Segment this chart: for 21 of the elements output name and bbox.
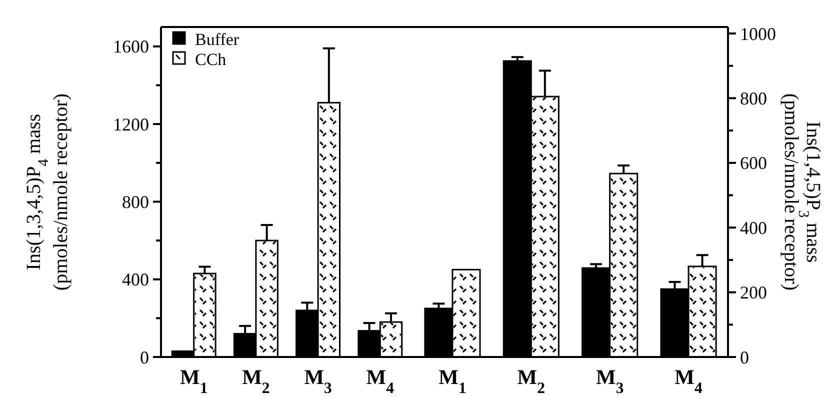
x-tick-label: M$_{4}$ — [366, 365, 394, 396]
x-tick-label: M$_{2}$ — [517, 365, 546, 396]
x-tick-label: M$_{3}$ — [596, 365, 624, 396]
x-tick-label: M$_{2}$ — [242, 365, 270, 396]
y2-tick-label: 0 — [740, 347, 749, 368]
y-tick-label: 1200 — [113, 114, 149, 134]
x-tick-label: M$_{1}$ — [180, 365, 208, 396]
y-tick-label: 1600 — [113, 36, 149, 57]
x-tick-label: M$_{1}$ — [438, 365, 466, 396]
y2-tick-label: 600 — [740, 153, 767, 174]
x-tick-label: M$_{3}$ — [304, 365, 332, 396]
y2-tick-label: 400 — [740, 218, 767, 238]
x-tick-label: M$_{4}$ — [674, 365, 703, 396]
legend-label: CCh — [195, 50, 227, 69]
y-tick-label: 800 — [122, 192, 149, 212]
y-tick-label: 0 — [140, 347, 149, 368]
y-tick-label: 400 — [122, 270, 149, 290]
y2-tick-label: 200 — [740, 282, 767, 303]
legend-label: Buffer — [195, 30, 240, 49]
y2-tick-label: 800 — [740, 88, 767, 108]
y2-tick-label: 1000 — [740, 24, 776, 44]
